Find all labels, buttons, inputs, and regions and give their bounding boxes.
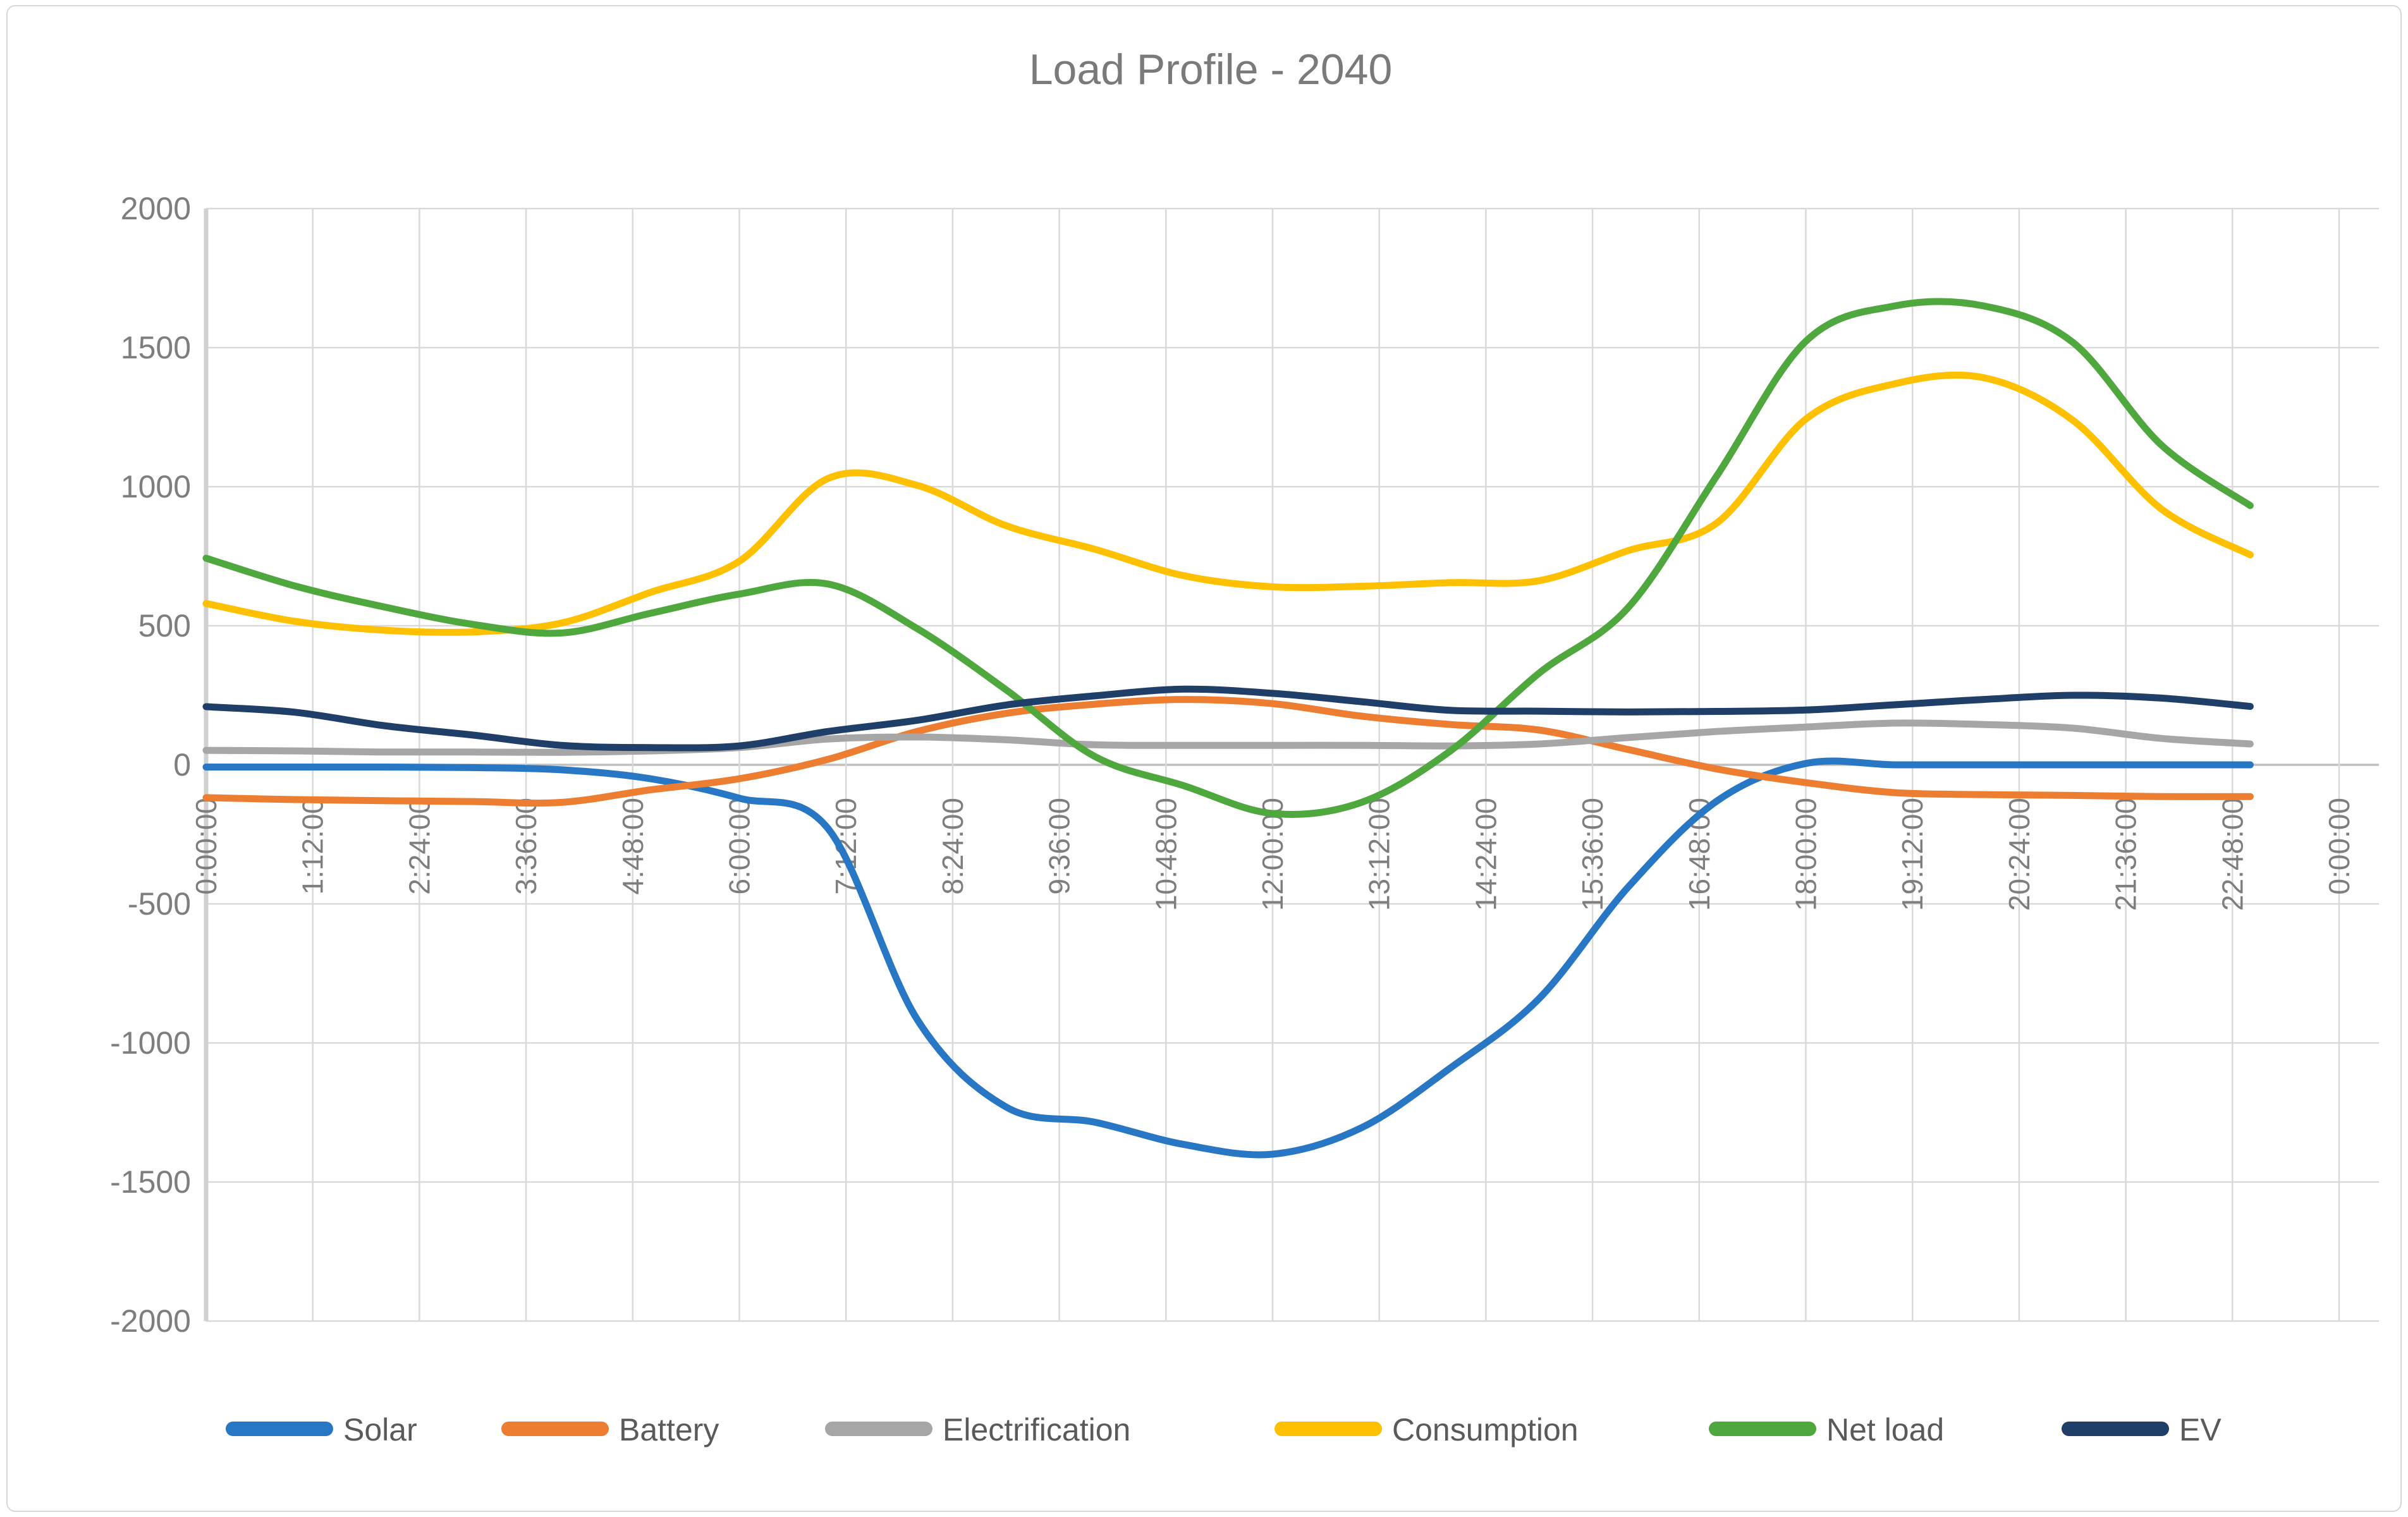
x-tick-label: 0:00:00 [2323,798,2356,894]
legend-item-battery: Battery [501,1412,719,1447]
legend: Solar Battery Electrification Consumption Ne… [226,1412,2222,1447]
y-tick-label: 2000 [121,191,191,226]
legend-item-ev: EV [2062,1412,2222,1447]
y-tick-label: 1000 [121,469,191,504]
y-tick-label: -500 [128,886,191,922]
legend-label: Consumption [1392,1412,1579,1447]
chart-outer-border [6,5,2402,1512]
y-tick-label: 500 [138,608,191,643]
axis-layer: 2000 1500 1000 500 0 -500 -1000 -1500 -2000 0:00:… [110,191,2356,1339]
x-tick-label: 3:36:00 [510,798,542,894]
x-tick-label: 1:12:00 [296,798,329,894]
x-tick-label: 20:24:00 [2003,798,2036,911]
legend-label: Net load [1826,1412,1944,1447]
legend-swatch-icon [1709,1422,1816,1436]
y-tick-label: 1500 [121,330,191,365]
y-tick-label: -2000 [110,1303,191,1339]
series-line-ev [202,685,2254,752]
x-tick-label: 15:36:00 [1576,798,1609,911]
y-tick-label: 0 [173,747,191,783]
x-tick-label: 0:00:00 [190,798,223,894]
series-line-consumption [202,371,2254,636]
x-tick-label: 9:36:00 [1043,798,1076,894]
series-line-battery [202,696,2254,807]
legend-item-consumption: Consumption [1274,1412,1579,1447]
legend-swatch-icon [226,1422,333,1436]
x-tick-label: 8:24:00 [936,798,969,894]
y-tick-label: -1000 [110,1025,191,1061]
chart-title: Load Profile - 2040 [1029,46,1393,94]
x-tick-label: 2:24:00 [403,798,436,894]
legend-item-solar: Solar [226,1412,417,1447]
legend-label: EV [2179,1412,2222,1447]
legend-label: Electrification [943,1412,1130,1447]
series-line-electrification [202,719,2254,756]
x-tick-label: 13:12:00 [1363,798,1396,911]
x-tick-label: 6:00:00 [723,798,756,894]
legend-label: Battery [619,1412,719,1447]
series-line-net-load [202,298,2254,818]
y-tick-label: -1500 [110,1164,191,1200]
x-tick-label: 4:48:00 [616,798,649,894]
legend-swatch-icon [825,1422,932,1436]
legend-item-net-load: Net load [1709,1412,1944,1447]
series-lines-layer [202,298,2254,1159]
x-tick-label: 21:36:00 [2110,798,2142,911]
x-tick-label: 19:12:00 [1896,798,1929,911]
legend-label: Solar [343,1412,417,1447]
legend-swatch-icon [1274,1422,1382,1436]
legend-swatch-icon [501,1422,609,1436]
x-tick-label: 22:48:00 [2216,798,2249,911]
legend-swatch-icon [2062,1422,2169,1436]
series-line-solar [202,757,2254,1159]
x-tick-label: 18:00:00 [1790,798,1823,911]
legend-item-electrification: Electrification [825,1412,1130,1447]
x-tick-label: 10:48:00 [1149,798,1182,911]
x-tick-label: 14:24:00 [1469,798,1502,911]
